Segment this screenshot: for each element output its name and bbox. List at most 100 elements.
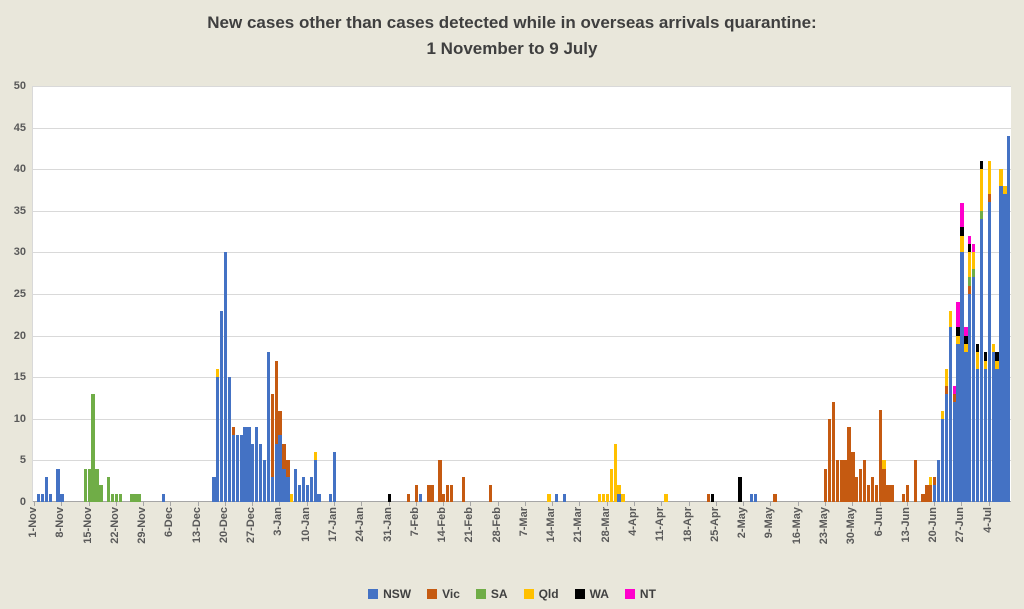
bar-segment-26-Jun-WA (956, 327, 960, 336)
x-tick-6-Dec (170, 502, 172, 506)
bar-segment-6-Jun-Vic (878, 410, 882, 502)
bar-segment-20-Jun-NSW (933, 485, 937, 502)
x-tick-label-23-May: 23-May (817, 507, 830, 545)
x-tick-label-16-May: 16-May (790, 507, 803, 545)
y-tick-label-20: 20 (13, 329, 26, 342)
bar-segment-1-Jul-WA (975, 343, 980, 353)
x-tick-14-Feb (443, 502, 445, 506)
bar-segment-5-May-NSW (753, 493, 758, 502)
x-tick-1-Nov (33, 502, 35, 506)
gridline-15 (33, 377, 1011, 379)
bar-segment-4-Jul-Qld (987, 160, 991, 195)
bar-segment-28-Mar-Qld (605, 493, 610, 502)
legend-item-Vic: Vic (427, 587, 460, 601)
bar-segment-26-Jun-Qld (956, 335, 960, 344)
y-tick-label-25: 25 (13, 288, 26, 300)
x-tick-7-Feb (415, 502, 417, 506)
bar-segment-4-Jan-Vic (282, 443, 286, 469)
bar-segment-19-Jun-Qld (929, 477, 933, 486)
bar-segment-7-Jun-Vic (882, 468, 886, 502)
bar-segment-8-Feb-NSW (418, 493, 423, 502)
bar-segment-26-May-Vic (835, 460, 839, 502)
bar-segment-8-Jun-Vic (886, 485, 890, 502)
bar-segment-27-Jun-NT (960, 202, 964, 228)
bar-segment-5-Jan-NSW (286, 477, 290, 502)
bar-segment-3-Jun-Vic (866, 485, 871, 502)
bar-segment-10-May-Vic (773, 493, 777, 502)
x-tick-label-9-May: 9-May (763, 507, 776, 539)
bar-segment-27-May-Vic (839, 460, 843, 502)
x-tick-23-May (824, 502, 826, 506)
bar-segment-21-Jun-NSW (936, 460, 941, 502)
bar-segment-13-Jan-NSW (317, 493, 321, 502)
x-tick-label-27-Jun: 27-Jun (954, 507, 967, 543)
bar-segment-25-Dec-NSW (243, 427, 247, 502)
bar-segment-2-Jul-Qld (979, 169, 984, 211)
x-tick-4-Apr (634, 502, 635, 506)
legend-item-NSW: NSW (368, 587, 411, 601)
bar-segment-29-Mar-Qld (609, 468, 613, 502)
bar-segment-2-Jul-SA (979, 210, 984, 220)
x-tick-label-8-Nov: 8-Nov (54, 507, 67, 538)
x-tick-label-29-Nov: 29-Nov (136, 507, 148, 544)
gridline-50 (33, 86, 1011, 87)
bar-segment-5-Jul-Qld (991, 343, 995, 353)
bar-segment-12-Jan-NSW (313, 460, 317, 502)
x-tick-25-Apr (715, 502, 717, 506)
bar-segment-20-Nov-SA (107, 477, 111, 502)
x-tick-21-Mar (579, 502, 581, 506)
bar-segment-29-Dec-NSW (258, 443, 263, 502)
gridline-25 (33, 294, 1011, 295)
bar-segment-16-Jan-NSW (329, 493, 333, 502)
bar-segment-1-Jan-NSW (270, 477, 274, 502)
bar-segment-31-May-Vic (855, 477, 859, 502)
x-tick-label-6-Jun: 6-Jun (872, 507, 885, 537)
bar-segment-3-Jan-NSW (278, 435, 282, 502)
bar-segment-28-Nov-SA (138, 493, 142, 502)
chart-title-line1: New cases other than cases detected whil… (207, 13, 817, 32)
bar-segment-23-Jun-Qld (944, 368, 949, 386)
bar-segment-17-Dec-NSW (212, 477, 216, 502)
bar-segment-22-Dec-Vic (231, 427, 236, 436)
bar-segment-5-Jul-NSW (991, 352, 995, 502)
gridline-10 (33, 418, 1011, 420)
bar-segment-18-Dec-NSW (216, 377, 220, 502)
bar-segment-12-Jun-Vic (901, 493, 906, 502)
bar-segment-17-Mar-NSW (562, 493, 567, 502)
y-tick-label-15: 15 (13, 371, 26, 384)
x-tick-label-13-Dec: 13-Dec (190, 507, 203, 544)
x-tick-8-Nov (61, 502, 63, 506)
x-tick-27-Dec (252, 502, 254, 506)
gridline-20 (33, 335, 1011, 337)
x-tick-11-Apr (661, 502, 663, 506)
bar-segment-31-Jan-WA (387, 493, 391, 502)
bar-segment-26-Jun-NSW (956, 343, 960, 502)
bar-segment-13-Jun-Vic (905, 485, 910, 502)
x-tick-31-Jan (388, 502, 390, 506)
bar-segment-2-Jan-NSW (274, 443, 278, 502)
bar-segment-31-Mar-Qld (617, 485, 621, 494)
bar-segment-26-Mar-Qld (597, 493, 602, 502)
bar-segment-28-May-Vic (843, 460, 847, 502)
y-tick-label-50: 50 (13, 80, 26, 92)
x-tick-17-Jan (334, 502, 335, 506)
x-tick-label-21-Mar: 21-Mar (572, 507, 585, 543)
legend-swatch-NT (624, 589, 635, 599)
y-tick-label-5: 5 (19, 454, 26, 467)
legend: NSW Vic SA Qld WA NT (0, 587, 1024, 601)
x-tick-29-Nov (143, 502, 144, 506)
bar-segment-17-Jan-NSW (333, 452, 337, 502)
bar-segment-19-Jun-Vic (929, 485, 933, 502)
bar-segment-24-Dec-NSW (239, 435, 243, 502)
bar-segment-6-Jul-Qld (995, 360, 999, 369)
bar-segment-27-Dec-NSW (251, 443, 255, 502)
bar-segment-18-Nov-SA (99, 485, 103, 502)
bar-segment-19-Feb-Vic (461, 477, 465, 502)
bar-segment-28-Jun-WA (964, 335, 968, 344)
bar-segment-3-Jul-Qld (983, 360, 988, 369)
bar-segment-25-Jun-Vic (952, 393, 956, 403)
x-tick-label-14-Feb: 14-Feb (436, 507, 449, 543)
bar-segment-30-Jun-NSW (972, 277, 976, 502)
bar-segment-17-Jun-Vic (921, 493, 925, 502)
bar-segment-25-Jun-NT (952, 385, 956, 394)
